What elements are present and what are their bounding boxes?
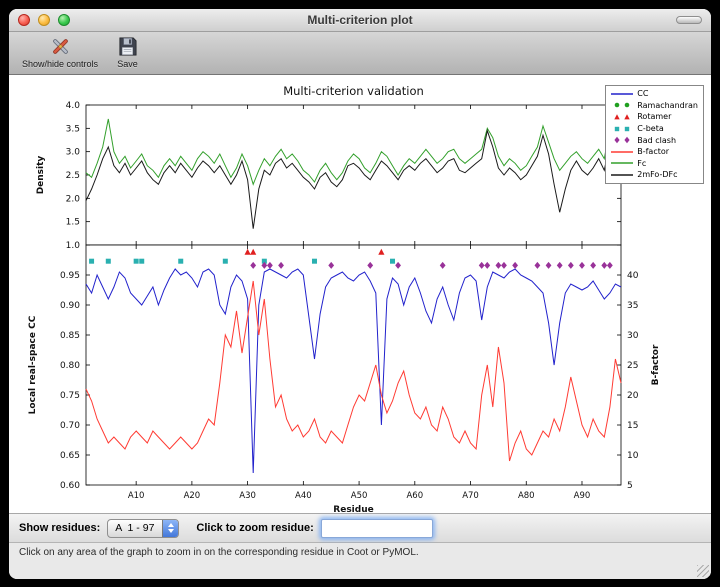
svg-text:A40: A40 [295, 491, 312, 501]
svg-text:4.0: 4.0 [66, 101, 81, 111]
svg-text:A70: A70 [462, 491, 479, 501]
svg-text:Local real-space CC: Local real-space CC [28, 315, 38, 414]
legend-label: Fc [637, 158, 647, 168]
svg-text:1.0: 1.0 [66, 241, 81, 251]
show-residues-label: Show residues: [19, 522, 101, 534]
svg-text:25: 25 [627, 361, 638, 371]
svg-text:1.5: 1.5 [66, 218, 80, 228]
svg-text:0.65: 0.65 [60, 451, 80, 461]
toolbar-item-label: Save [117, 59, 138, 69]
legend-label: CC [637, 89, 649, 99]
legend-glyph [611, 151, 634, 153]
svg-text:Multi-criterion validation: Multi-criterion validation [283, 84, 424, 98]
zoom-residue-label: Click to zoom residue: [196, 522, 314, 534]
legend-glyph [614, 136, 630, 144]
series-CC[interactable] [85, 268, 622, 474]
legend-glyph [615, 126, 630, 131]
legend-entry-bad-clash: Bad clash [610, 134, 698, 146]
legend-label: Ramachandran [637, 100, 698, 110]
plot-legend: CC Ramachandran Rotamer C-beta Bad clash B-fa… [605, 85, 704, 184]
status-bar: Click on any area of the graph to zoom i… [9, 543, 711, 579]
svg-text:Residue: Residue [333, 505, 373, 513]
svg-text:A30: A30 [239, 491, 256, 501]
multi-criterion-plot-window: Multi-criterion plot Show/hide controls … [9, 9, 711, 579]
svg-text:A60: A60 [406, 491, 423, 501]
legend-entry-c-beta: C-beta [610, 123, 698, 135]
residue-range-value: A 1 - 97 [115, 521, 155, 534]
svg-text:0.60: 0.60 [60, 481, 80, 491]
svg-text:3.0: 3.0 [66, 148, 81, 158]
svg-text:40: 40 [627, 271, 639, 281]
window-titlebar[interactable]: Multi-criterion plot [9, 9, 711, 32]
resize-grip[interactable] [697, 565, 709, 577]
show-hide-controls-button[interactable]: Show/hide controls [15, 34, 105, 70]
legend-label: 2mFo-DFc [637, 170, 678, 180]
controls-bar: Show residues: A 1 - 97 Click to zoom re… [9, 513, 711, 543]
plot-canvas[interactable]: Multi-criterion validation 1.0 1.5 2.0 2.5 3.… [9, 75, 711, 513]
svg-text:2.5: 2.5 [66, 171, 80, 181]
legend-entry-b-factor: B-factor [610, 146, 698, 158]
svg-text:Density: Density [36, 156, 46, 195]
svg-text:0.90: 0.90 [60, 301, 80, 311]
legend-glyph [611, 162, 634, 165]
svg-text:0.95: 0.95 [60, 271, 80, 281]
svg-text:0.85: 0.85 [60, 331, 80, 341]
legend-glyph [611, 174, 634, 176]
legend-entry-ramachandran: Ramachandran [610, 100, 698, 112]
save-button[interactable]: Save [109, 34, 146, 70]
save-floppy-icon [119, 37, 137, 56]
svg-text:0.75: 0.75 [60, 391, 80, 401]
svg-text:3.5: 3.5 [66, 124, 80, 134]
legend-label: B-factor [637, 147, 670, 157]
legend-entry-rotamer: Rotamer [610, 111, 698, 123]
svg-text:10: 10 [627, 451, 639, 461]
zoom-residue-input[interactable] [320, 518, 433, 538]
svg-text:0.80: 0.80 [60, 361, 80, 371]
crossed-tools-icon [52, 39, 68, 54]
status-text: Click on any area of the graph to zoom i… [19, 547, 419, 558]
toolbar-item-label: Show/hide controls [22, 59, 99, 69]
series-2mFo-DFc[interactable] [85, 128, 622, 229]
legend-entry-2mfo-dfc: 2mFo-DFc [610, 169, 698, 181]
svg-text:B-factor: B-factor [651, 344, 661, 385]
series-B-factor[interactable] [85, 280, 622, 462]
close-button[interactable] [18, 14, 30, 26]
svg-text:A50: A50 [351, 491, 368, 501]
legend-entry-cc: CC [610, 88, 698, 100]
legend-glyph [614, 114, 630, 120]
legend-label: Rotamer [637, 112, 672, 122]
legend-label: C-beta [637, 124, 664, 134]
dropdown-stepper-icon [162, 519, 179, 537]
toolbar: Show/hide controls Save [9, 32, 711, 75]
svg-text:2.0: 2.0 [66, 194, 81, 204]
svg-text:0.70: 0.70 [60, 421, 80, 431]
traffic-lights [18, 14, 70, 26]
toolbar-toggle-pill-button[interactable] [676, 16, 702, 24]
legend-label: Bad clash [637, 135, 677, 145]
svg-text:5: 5 [627, 481, 633, 491]
svg-text:A10: A10 [128, 491, 145, 501]
minimize-button[interactable] [38, 14, 50, 26]
svg-text:A80: A80 [518, 491, 535, 501]
svg-text:35: 35 [627, 301, 638, 311]
svg-text:20: 20 [627, 391, 639, 401]
svg-text:A20: A20 [184, 491, 201, 501]
zoom-window-button[interactable] [58, 14, 70, 26]
svg-text:30: 30 [627, 331, 639, 341]
legend-entry-fc: Fc [610, 158, 698, 170]
multi-criterion-figure[interactable]: Multi-criterion validation 1.0 1.5 2.0 2.5 3.… [9, 75, 711, 513]
show-residues-dropdown[interactable]: A 1 - 97 [107, 518, 180, 538]
window-title: Multi-criterion plot [307, 13, 413, 27]
svg-text:15: 15 [627, 421, 638, 431]
legend-glyph [614, 103, 630, 108]
svg-text:A90: A90 [574, 491, 591, 501]
series-Fc[interactable] [85, 118, 622, 186]
legend-glyph [611, 93, 634, 95]
